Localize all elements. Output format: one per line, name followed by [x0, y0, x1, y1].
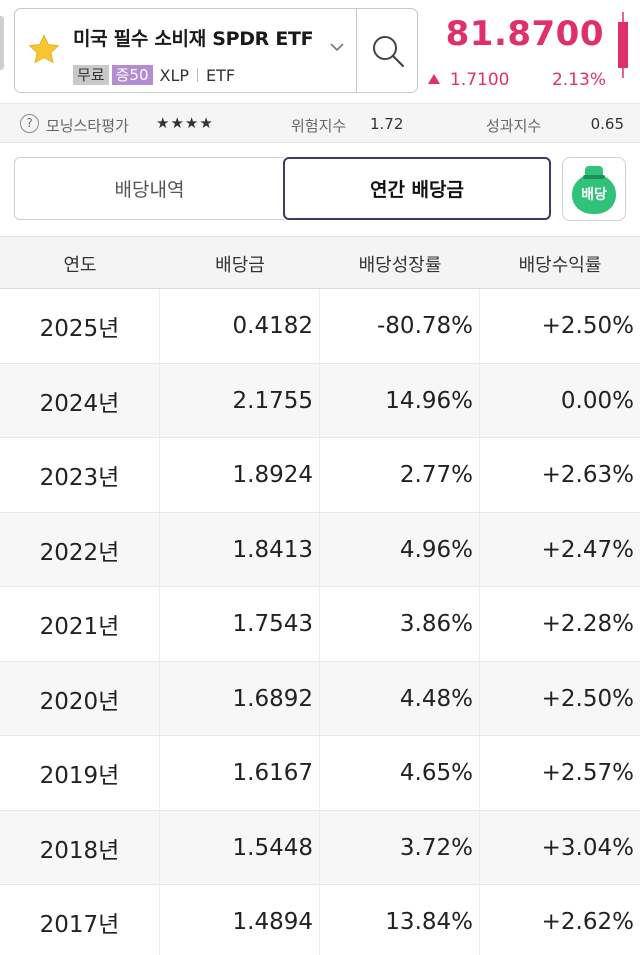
yield-cell: 0.00%: [560, 387, 634, 414]
growth-rate-cell: 3.72%: [320, 810, 480, 885]
table-row: 2022년 1.8413 4.96% +2.47%: [0, 512, 640, 587]
yield-cell: +2.28%: [541, 611, 634, 637]
risk-index-label: 위험지수: [291, 117, 347, 135]
year-cell: 2022년: [0, 512, 160, 587]
growth-rate-cell: 3.86%: [320, 587, 480, 661]
table-body: 2025년 0.4182 -80.78% +2.50% 2024년 2.1755 14.96…: [0, 289, 640, 955]
table-row: 2019년 1.6167 4.65% +2.57%: [0, 736, 640, 811]
dividend-cell: 2.1755: [160, 363, 320, 438]
performance-index-label: 성과지수: [486, 117, 542, 135]
stock-name[interactable]: 미국 필수 소비재 SPDR ETF: [73, 28, 314, 50]
dividend-cell: 1.4894: [160, 885, 320, 955]
table-row: 2025년 0.4182 -80.78% +2.50%: [0, 289, 640, 364]
table-row: 2024년 2.1755 14.96% 0.00%: [0, 363, 640, 438]
change-percent: 2.13%: [551, 70, 606, 90]
dividend-button-label: 배당: [581, 187, 607, 203]
dividend-cell: 1.6167: [160, 736, 320, 810]
yield-cell: +2.62%: [541, 909, 634, 935]
column-header-dividend: 배당금: [215, 254, 265, 276]
growth-rate-cell: 2.77%: [320, 438, 480, 512]
change-value: 1.7100: [450, 70, 510, 90]
dividend-bag-button[interactable]: 배당: [562, 157, 626, 221]
dividend-cell: 1.6892: [160, 661, 320, 736]
dividend-cell: 0.4182: [160, 289, 320, 363]
table-row: 2017년 1.4894 13.84% +2.62%: [0, 885, 640, 955]
table-row: 2023년 1.8924 2.77% +2.63%: [0, 438, 640, 513]
growth-rate-cell: 13.84%: [320, 885, 480, 955]
stock-header: 미국 필수 소비재 SPDR ETF 무료 증50 XLP ETF 81.870…: [0, 0, 640, 102]
growth-rate-cell: 4.48%: [320, 661, 480, 736]
year-cell: 2021년: [0, 587, 160, 661]
search-icon: [372, 35, 404, 67]
yield-cell: +2.47%: [541, 536, 634, 563]
growth-rate-cell: 4.65%: [320, 736, 480, 810]
performance-index-value: 0.65: [590, 115, 624, 133]
up-arrow-icon: [428, 74, 440, 84]
risk-index-value: 1.72: [370, 115, 404, 133]
free-badge: 무료: [73, 65, 109, 85]
yield-cell: +2.63%: [541, 462, 634, 488]
table-header: 연도 배당금 배당성장률 배당수익률: [0, 236, 640, 289]
divider: [197, 68, 199, 82]
yield-cell: +2.50%: [541, 313, 634, 339]
yield-cell: +3.04%: [541, 834, 634, 861]
chevron-down-icon[interactable]: [330, 42, 344, 52]
money-bag-icon: 배당: [570, 164, 618, 214]
margin-badge: 증50: [111, 65, 153, 85]
tab-dividend-history[interactable]: 배당내역: [14, 157, 284, 220]
growth-rate-cell: 4.96%: [320, 512, 480, 587]
yield-cell: +2.57%: [541, 760, 634, 786]
dividend-cell: 1.5448: [160, 810, 320, 885]
year-cell: 2025년: [0, 289, 160, 363]
ticker-symbol: XLP: [159, 65, 190, 85]
year-cell: 2023년: [0, 438, 160, 512]
column-header-year: 연도: [63, 254, 97, 276]
year-cell: 2018년: [0, 810, 160, 885]
current-price: 81.8700: [445, 14, 604, 54]
year-cell: 2024년: [0, 363, 160, 438]
year-cell: 2017년: [0, 885, 160, 955]
stock-tags: 무료 증50 XLP ETF: [73, 64, 235, 86]
dividend-cell: 1.8924: [160, 438, 320, 512]
morningstar-label: 모닝스타평가: [46, 117, 129, 135]
year-cell: 2020년: [0, 661, 160, 736]
year-cell: 2019년: [0, 736, 160, 810]
morningstar-rating: ★★★★: [156, 114, 214, 132]
table-row: 2021년 1.7543 3.86% +2.28%: [0, 587, 640, 662]
growth-rate-cell: -80.78%: [320, 289, 480, 363]
search-button[interactable]: [356, 8, 418, 93]
column-header-yield: 배당수익률: [518, 254, 602, 276]
table-row: 2020년 1.6892 4.48% +2.50%: [0, 661, 640, 736]
back-edge-handle[interactable]: [0, 16, 4, 70]
help-icon[interactable]: ?: [20, 114, 39, 133]
price-change: 1.7100 2.13%: [428, 70, 606, 92]
annual-dividend-table: 연도 배당금 배당성장률 배당수익률 2025년 0.4182 -80.78% +2.…: [0, 236, 640, 955]
growth-rate-cell: 14.96%: [320, 363, 480, 438]
rating-info-bar: ? 모닝스타평가 ★★★★ 위험지수 1.72 성과지수 0.65: [0, 103, 640, 143]
asset-type: ETF: [206, 65, 236, 85]
column-header-growth: 배당성장률: [358, 254, 442, 276]
dividend-cell: 1.8413: [160, 512, 320, 587]
yield-cell: +2.50%: [541, 685, 634, 712]
dividend-cell: 1.7543: [160, 587, 320, 661]
candlestick-icon: [618, 12, 628, 78]
favorite-star-icon[interactable]: [26, 32, 62, 68]
tab-annual-dividend[interactable]: 연간 배당금: [283, 157, 551, 220]
table-row: 2018년 1.5448 3.72% +3.04%: [0, 810, 640, 885]
